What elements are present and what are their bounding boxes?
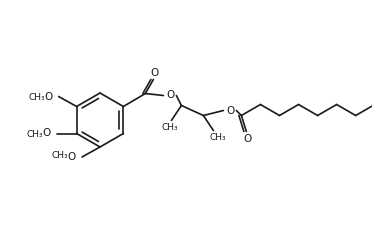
Text: O: O (150, 67, 158, 77)
Text: CH₃: CH₃ (209, 133, 226, 142)
Text: O: O (45, 91, 53, 102)
Text: O: O (42, 128, 51, 139)
Text: CH₃: CH₃ (26, 130, 43, 139)
Text: O: O (166, 91, 174, 100)
Text: CH₃: CH₃ (52, 151, 68, 161)
Text: CH₃: CH₃ (161, 123, 178, 132)
Text: O: O (243, 135, 251, 145)
Text: CH₃: CH₃ (28, 93, 45, 102)
Text: O: O (226, 106, 234, 116)
Text: O: O (68, 152, 76, 162)
